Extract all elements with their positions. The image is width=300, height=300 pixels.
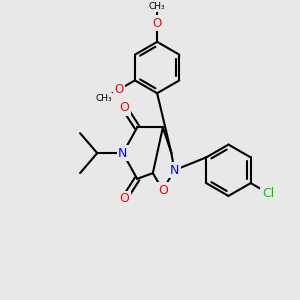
Text: Cl: Cl [262, 187, 274, 200]
Text: N: N [169, 164, 179, 177]
Text: O: O [114, 83, 124, 96]
Text: CH₃: CH₃ [96, 94, 112, 103]
Text: N: N [118, 147, 128, 160]
Text: O: O [119, 192, 129, 205]
Text: CH₃: CH₃ [149, 2, 165, 11]
Text: O: O [158, 184, 168, 197]
Text: O: O [152, 17, 162, 30]
Text: O: O [119, 101, 129, 114]
